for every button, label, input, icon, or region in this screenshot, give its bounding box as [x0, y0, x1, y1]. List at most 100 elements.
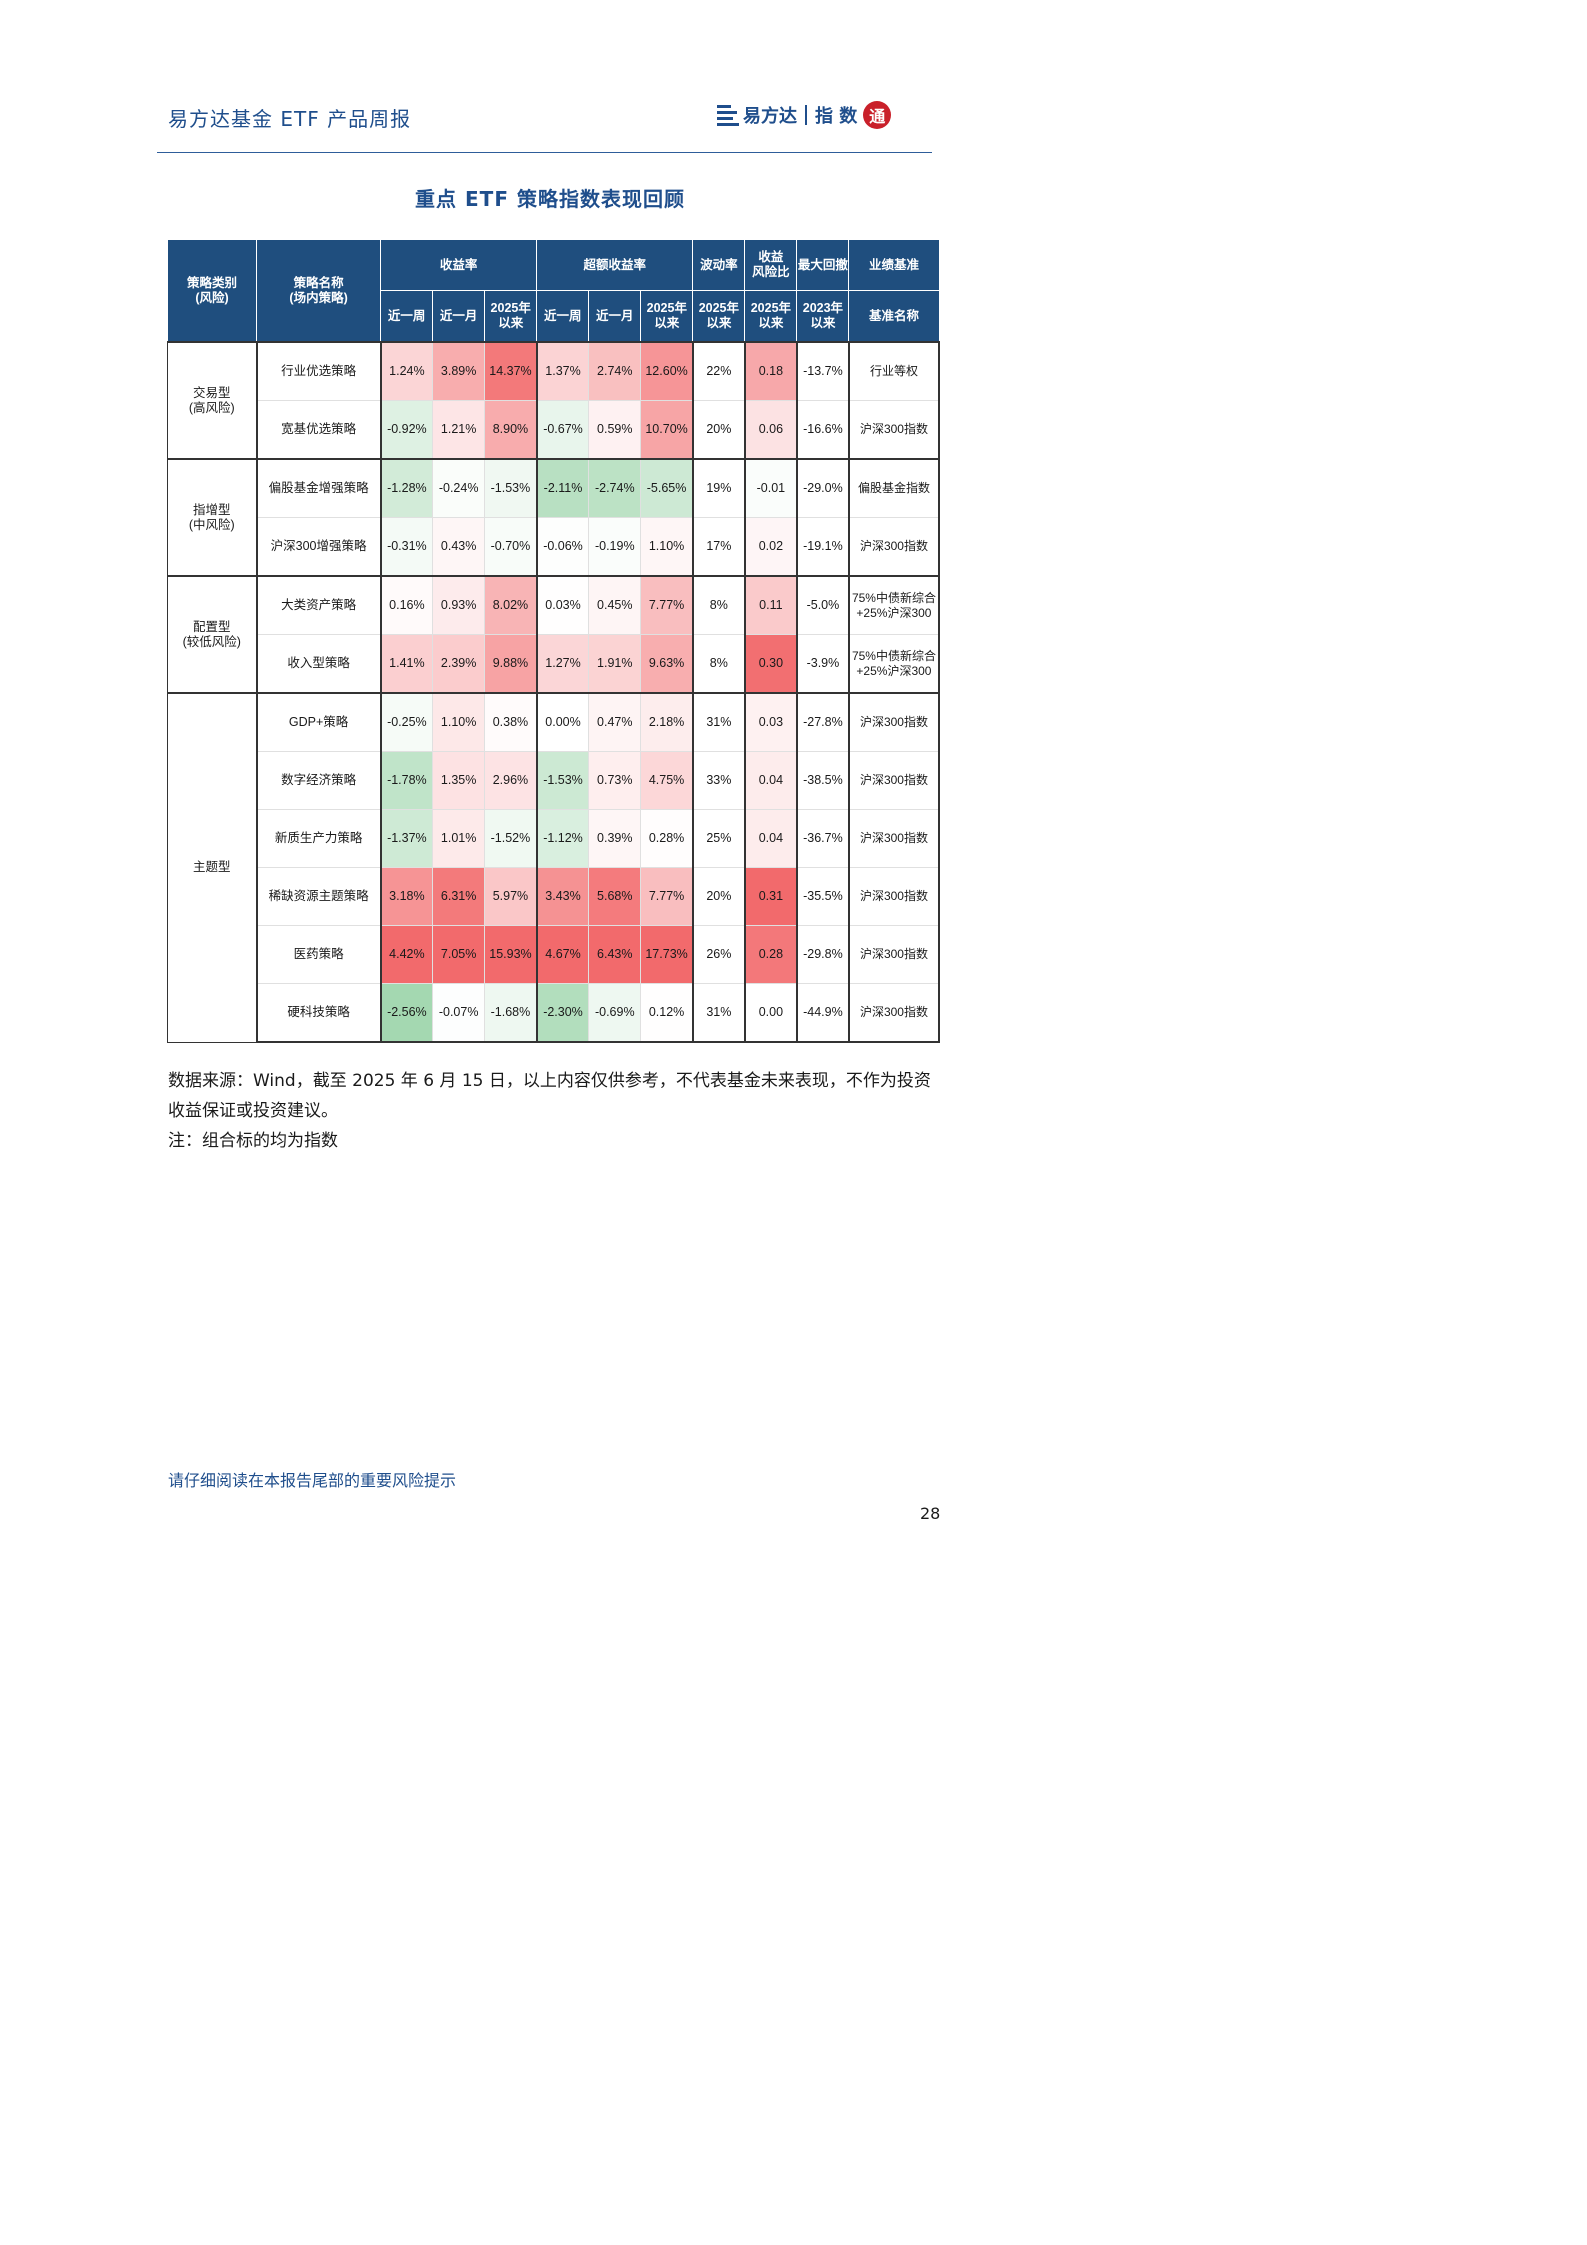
strategy-name-cell: 数字经济策略	[255, 751, 382, 810]
logo-suffix-text: 指 数	[815, 106, 858, 127]
table-row: 沪深300增强策略 -0.31% 0.43% -0.70% -0.06% -0.19% 1.…	[168, 517, 941, 577]
excess-ytd-cell: 4.75%	[640, 751, 694, 810]
return-ytd-cell: 5.97%	[484, 867, 538, 926]
brand-logo: 易方达 指 数 通	[717, 98, 892, 132]
logo-mark-icon	[717, 104, 739, 126]
excess-ytd-cell: 17.73%	[640, 925, 694, 984]
excess-month-cell: -0.19%	[588, 517, 642, 577]
table-row: 配置型 (较低风险) 大类资产策略 0.16% 0.93% 8.02% 0.03% 0.45…	[166, 575, 941, 694]
category-cell: 主题型	[166, 692, 258, 1043]
excess-month-cell: 2.74%	[588, 341, 642, 401]
col-header-ratio: 收益 风险比	[744, 239, 798, 291]
excess-week-cell: -0.06%	[535, 517, 590, 577]
volatility-cell: 26%	[691, 925, 746, 984]
return-ytd-cell: 8.90%	[484, 400, 538, 460]
return-ytd-cell: 8.02%	[484, 575, 538, 635]
max-drawdown-cell: -38.5%	[795, 751, 850, 810]
col-header-return: 收益率	[380, 239, 538, 291]
excess-week-cell: -2.30%	[535, 983, 590, 1043]
return-week-cell: 4.42%	[379, 925, 434, 984]
page-title: 重点 ETF 策略指数表现回顾	[415, 187, 685, 211]
excess-month-cell: 0.73%	[588, 751, 642, 810]
data-source-note: 数据来源：Wind，截至 2025 年 6 月 15 日，以上内容仅供参考，不代…	[168, 1066, 940, 1156]
return-risk-ratio-cell: 0.00	[743, 983, 798, 1043]
excess-month-cell: 1.91%	[588, 634, 642, 694]
return-risk-ratio-cell: 0.11	[743, 575, 798, 635]
volatility-cell: 33%	[691, 751, 746, 810]
excess-week-cell: 1.27%	[535, 634, 590, 694]
benchmark-name-cell: 沪深300指数	[847, 692, 941, 752]
return-risk-ratio-cell: 0.31	[743, 867, 798, 926]
table-row: 宽基优选策略 -0.92% 1.21% 8.90% -0.67% 0.59% 10.70% 2…	[168, 400, 941, 460]
return-month-cell: -0.24%	[432, 458, 486, 518]
benchmark-name-cell: 沪深300指数	[847, 517, 941, 577]
report-title: 易方达基金 ETF 产品周报	[168, 107, 412, 131]
return-ytd-cell: -1.52%	[484, 809, 538, 868]
return-ytd-cell: 9.88%	[484, 634, 538, 694]
return-risk-ratio-cell: 0.04	[743, 751, 798, 810]
excess-month-cell: 0.47%	[588, 692, 642, 752]
return-month-cell: 1.10%	[432, 692, 486, 752]
return-week-cell: -2.56%	[379, 983, 434, 1043]
page-number: 28	[920, 1504, 941, 1523]
volatility-cell: 22%	[691, 341, 746, 401]
return-risk-ratio-cell: 0.28	[743, 925, 798, 984]
excess-week-cell: 0.03%	[535, 575, 590, 635]
volatility-cell: 31%	[691, 983, 746, 1043]
max-drawdown-cell: -5.0%	[795, 575, 850, 635]
col-header-excess-return: 超额收益率	[536, 239, 694, 291]
col-header-drawdown: 最大回撤	[796, 239, 850, 291]
return-month-cell: 6.31%	[432, 867, 486, 926]
excess-month-cell: 0.39%	[588, 809, 642, 868]
return-risk-ratio-cell: 0.18	[743, 341, 798, 401]
return-risk-ratio-cell: -0.01	[743, 458, 798, 518]
return-month-cell: 0.43%	[432, 517, 486, 577]
volatility-cell: 20%	[691, 867, 746, 926]
excess-month-cell: 6.43%	[588, 925, 642, 984]
table-row: 硬科技策略 -2.56% -0.07% -1.68% -2.30% -0.69% 0.12%…	[168, 983, 941, 1043]
excess-week-cell: -2.11%	[535, 458, 590, 518]
return-month-cell: 7.05%	[432, 925, 486, 984]
return-risk-ratio-cell: 0.06	[743, 400, 798, 460]
excess-week-cell: -1.12%	[535, 809, 590, 868]
table-row: 交易型 (高风险) 行业优选策略 1.24% 3.89% 14.37% 1.37% 2.74…	[166, 341, 941, 460]
strategy-name-cell: 稀缺资源主题策略	[255, 867, 382, 926]
excess-ytd-cell: 0.12%	[640, 983, 694, 1043]
return-week-cell: -1.37%	[379, 809, 434, 868]
volatility-cell: 25%	[691, 809, 746, 868]
excess-month-cell: -2.74%	[588, 458, 642, 518]
return-ytd-cell: -1.53%	[484, 458, 538, 518]
excess-ytd-cell: 0.28%	[640, 809, 694, 868]
max-drawdown-cell: -27.8%	[795, 692, 850, 752]
excess-ytd-cell: 7.77%	[640, 575, 694, 635]
excess-ytd-cell: 2.18%	[640, 692, 694, 752]
excess-ytd-cell: 9.63%	[640, 634, 694, 694]
return-week-cell: 1.41%	[379, 634, 434, 694]
return-week-cell: -0.25%	[379, 692, 434, 752]
benchmark-name-cell: 偏股基金指数	[847, 458, 941, 518]
return-month-cell: 2.39%	[432, 634, 486, 694]
excess-ytd-cell: 1.10%	[640, 517, 694, 577]
sub-header-excess-ytd: 2025年 以来	[640, 290, 694, 343]
sub-header-return-month: 近一月	[432, 290, 486, 343]
excess-week-cell: -1.53%	[535, 751, 590, 810]
max-drawdown-cell: -16.6%	[795, 400, 850, 460]
max-drawdown-cell: -19.1%	[795, 517, 850, 577]
benchmark-name-cell: 沪深300指数	[847, 400, 941, 460]
header-divider	[157, 152, 932, 153]
return-ytd-cell: -0.70%	[484, 517, 538, 577]
excess-week-cell: -0.67%	[535, 400, 590, 460]
volatility-cell: 8%	[691, 634, 746, 694]
max-drawdown-cell: -29.0%	[795, 458, 850, 518]
return-month-cell: 0.93%	[432, 575, 486, 635]
excess-ytd-cell: 10.70%	[640, 400, 694, 460]
return-month-cell: 1.35%	[432, 751, 486, 810]
return-week-cell: 3.18%	[379, 867, 434, 926]
excess-month-cell: 0.59%	[588, 400, 642, 460]
excess-week-cell: 4.67%	[535, 925, 590, 984]
sub-header-drawdown-2023: 2023年 以来	[796, 290, 850, 343]
benchmark-name-cell: 沪深300指数	[847, 925, 941, 984]
sub-header-return-week: 近一周	[380, 290, 434, 343]
logo-brand-text: 易方达	[743, 106, 797, 127]
strategy-name-cell: 偏股基金增强策略	[255, 458, 382, 518]
